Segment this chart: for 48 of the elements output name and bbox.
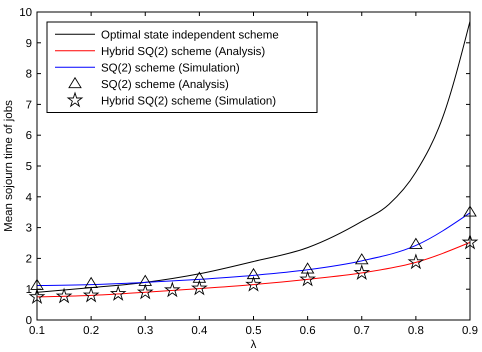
x-tick-label: 0.8: [408, 325, 424, 337]
x-tick-label: 0.7: [354, 325, 370, 337]
point: [84, 277, 98, 288]
point: [246, 276, 261, 291]
y-tick-label: 7: [26, 99, 32, 112]
point: [355, 253, 368, 264]
point: [300, 272, 316, 286]
legend-label: SQ(2) scheme (Analysis): [101, 78, 229, 91]
point: [30, 279, 44, 290]
x-tick-label: 0.5: [246, 325, 262, 337]
legend-label: Hybrid SQ(2) scheme (Analysis): [101, 46, 266, 58]
x-tick-label: 0.1: [29, 325, 45, 337]
point: [247, 268, 260, 280]
y-tick-label: 0: [26, 315, 32, 328]
y-tick-label: 10: [19, 7, 32, 20]
y-tick-label: 8: [26, 68, 32, 81]
legend-label: SQ(2) scheme (Simulation): [101, 62, 240, 74]
y-tick-label: 4: [26, 192, 33, 204]
x-tick-label: 0.4: [191, 325, 208, 337]
point: [464, 206, 476, 217]
x-tick-label: 0.2: [83, 325, 100, 337]
y-tick-label: 1: [26, 284, 32, 296]
y-axis-title: Mean sojourn time of jobs: [3, 100, 15, 232]
point: [409, 238, 422, 249]
x-tick-label: 0.6: [300, 325, 316, 337]
point: [138, 284, 153, 299]
point: [138, 275, 152, 286]
point: [408, 254, 424, 268]
point: [301, 262, 314, 274]
x-axis-title: λ: [250, 339, 257, 351]
legend-label: Optimal state independent scheme: [101, 29, 279, 42]
point: [56, 288, 72, 303]
y-tick-label: 2: [26, 253, 32, 266]
x-tick-label: 0.3: [137, 325, 154, 337]
y-tick-label: 6: [26, 130, 32, 142]
point: [354, 265, 370, 280]
point: [164, 282, 180, 296]
point: [462, 234, 478, 249]
y-tick-label: 5: [26, 161, 32, 174]
point: [30, 289, 44, 304]
x-tick-label: 0.9: [462, 325, 478, 337]
y-tick-label: 3: [26, 222, 32, 235]
point: [110, 286, 126, 300]
point: [84, 288, 99, 302]
point: [192, 280, 207, 295]
legend-label: Hybrid SQ(2) scheme (Simulation): [101, 95, 276, 108]
point: [192, 272, 206, 283]
y-tick-label: 9: [26, 38, 32, 50]
